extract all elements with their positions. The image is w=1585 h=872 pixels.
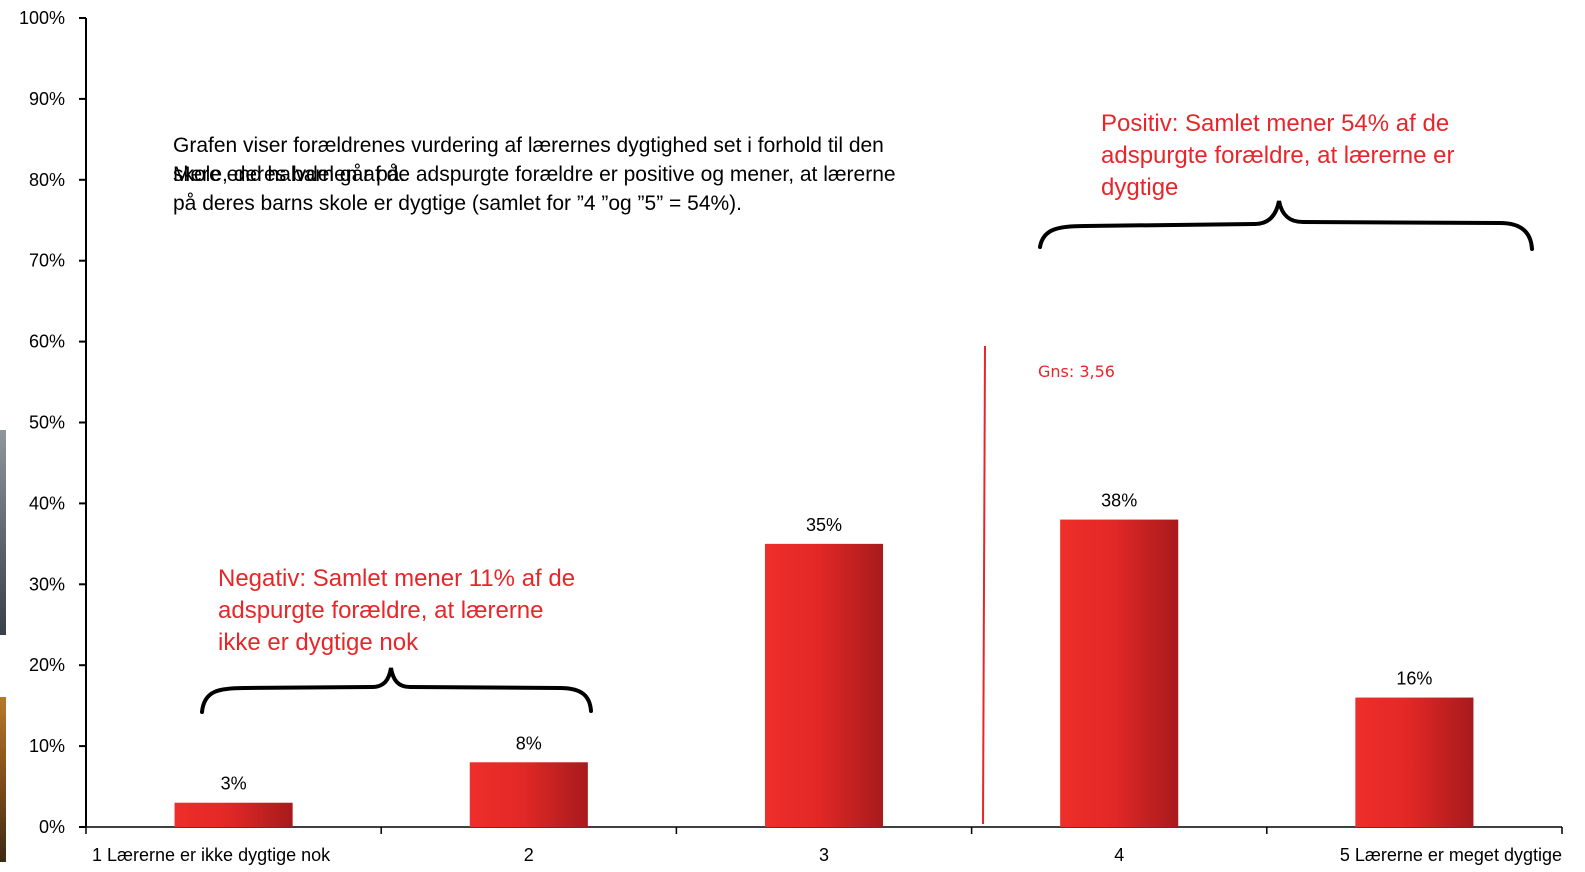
y-tick-label: 50% [29,413,65,433]
y-axis: 0% 10% 20% 30% 40% 50% 60% 70% 80% 90% 100% [19,8,87,837]
negative-brace [200,667,593,714]
y-tick-label: 40% [29,493,65,513]
y-tick-label: 100% [19,8,65,28]
bar-value-label: 35% [806,515,842,535]
bar [1060,519,1179,827]
y-tick-label: 60% [29,332,65,352]
y-tick-label: 20% [29,655,65,675]
x-category-label: 3 [819,845,829,865]
y-tick-label: 80% [29,170,65,190]
bar-value-label: 3% [221,774,247,794]
negative-annotation: Negativ: Samlet mener 11% af de adspurgt… [218,565,576,656]
average-line [982,345,986,825]
bar-value-label: 16% [1396,669,1432,689]
cropped-photo-edge-top [0,430,6,635]
y-tick-label: 90% [29,89,65,109]
description-paragraph-2: Mere end halvdelen af de adspurgte foræl… [173,163,896,215]
bar-value-label: 8% [516,733,542,753]
x-category-label: 4 [1114,845,1124,865]
bar [469,762,588,827]
bar [174,802,293,827]
bar [764,543,884,827]
positive-brace [1038,200,1534,251]
bar-value-label: 38% [1101,491,1137,511]
x-axis: 1 Lærerne er ikke dygtige nok 2 3 4 5 Lærern… [85,826,1563,865]
y-tick-label: 70% [29,251,65,271]
description-paragraph-1: Grafen viser forældrenes vurdering af læ… [173,134,884,186]
cropped-photo-edge-bottom [0,697,6,862]
positive-annotation: Positiv: Samlet mener 54% af de adspurgt… [1101,110,1455,201]
y-tick-label: 0% [39,817,65,837]
y-tick-label: 30% [29,574,65,594]
x-category-label: 2 [524,845,534,865]
bar [1355,697,1474,827]
bars: 3% 8% 35% 38% 16% [174,491,1474,827]
y-tick-label: 10% [29,736,65,756]
x-category-label: 1 Lærerne er ikke dygtige nok [92,845,331,865]
average-label: Gns: 3,56 [1038,362,1115,381]
x-category-label: 5 Lærerne er meget dygtige [1340,845,1562,865]
